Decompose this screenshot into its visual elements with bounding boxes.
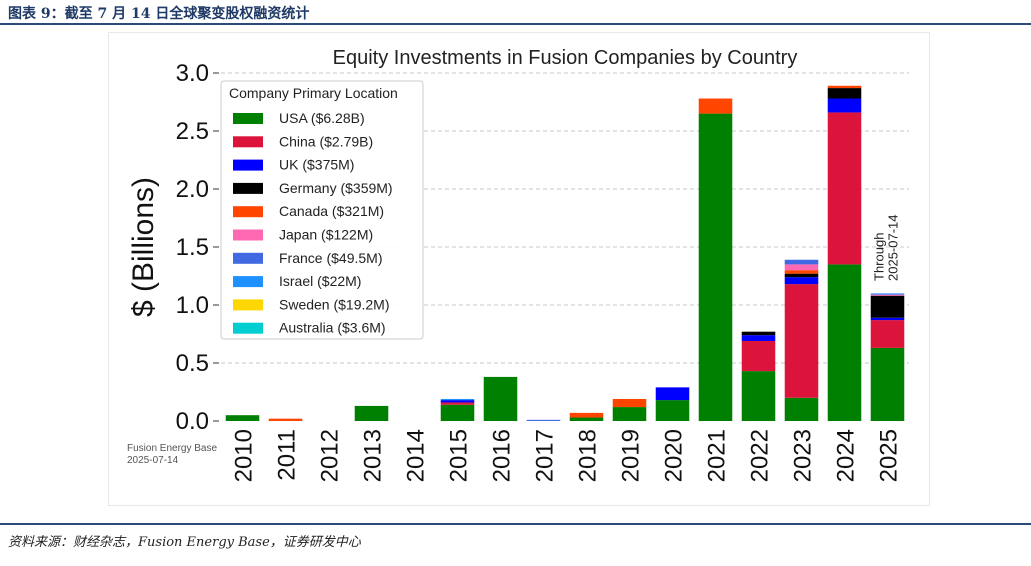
y-tick-label: 0.0: [176, 408, 209, 435]
legend-swatch: [233, 276, 263, 288]
x-tick-label: 2015: [446, 429, 473, 482]
legend-label: China ($2.79B): [279, 133, 373, 149]
figure-caption: 图表 9：截至 7 月 14 日全球聚变股权融资统计: [8, 6, 310, 22]
x-tick-label: 2020: [661, 429, 688, 482]
legend-swatch: [233, 182, 263, 194]
x-tick-label: 2024: [833, 429, 860, 482]
y-tick-label: 1.0: [176, 292, 209, 319]
bar-segment: [698, 113, 733, 421]
bar-segment: [225, 415, 260, 421]
legend-title: Company Primary Location: [229, 85, 398, 101]
legend-label: Germany ($359M): [279, 180, 393, 196]
legend-box: [220, 80, 424, 340]
bar-segment: [870, 294, 905, 296]
bar-segment: [870, 295, 905, 318]
bar-segment: [784, 277, 819, 285]
bar-segment: [741, 371, 776, 421]
x-tick-label: 2017: [532, 429, 559, 482]
bar-segment: [698, 98, 733, 114]
bar-segment: [784, 397, 819, 421]
x-tick-label: 2016: [489, 429, 516, 482]
fusion-energy-base-credit: Fusion Energy Base: [127, 443, 217, 454]
x-tick-label: 2025: [876, 429, 903, 482]
bar-segment: [784, 264, 819, 271]
x-tick-label: 2014: [403, 429, 430, 482]
bar-segment: [569, 412, 604, 418]
bar-segment: [784, 259, 819, 265]
legend-label: Canada ($321M): [279, 203, 384, 219]
bar-segment: [440, 402, 475, 405]
bar-segment: [784, 284, 819, 398]
through-date-annotation: 2025-07-14: [886, 215, 901, 282]
bar-segment: [268, 418, 303, 421]
bar-segment: [827, 85, 862, 89]
legend-swatch: [233, 299, 263, 311]
bar-segment: [354, 405, 389, 421]
legend-swatch: [233, 252, 263, 264]
legend-swatch: [233, 159, 263, 171]
y-axis-label: $ (Billions): [127, 177, 160, 317]
bar-segment: [440, 400, 475, 403]
chart-title: Equity Investments in Fusion Companies b…: [333, 47, 798, 69]
bar-segment: [741, 331, 776, 336]
y-tick-label: 0.5: [176, 350, 209, 377]
legend-swatch: [233, 136, 263, 148]
y-tick-label: 1.5: [176, 234, 209, 261]
legend-label: Israel ($22M): [279, 273, 361, 289]
x-tick-label: 2012: [317, 429, 344, 482]
chart-svg: Equity Investments in Fusion Companies b…: [127, 47, 909, 482]
x-tick-label: 2018: [575, 429, 602, 482]
y-tick-label: 2.5: [176, 118, 209, 145]
legend-label: Japan ($122M): [279, 227, 373, 243]
legend-swatch: [233, 113, 263, 124]
bar-segment: [440, 404, 475, 421]
bar-segment: [655, 387, 690, 401]
bar-segment: [612, 398, 647, 408]
bar-segment: [612, 407, 647, 421]
bar-segment: [870, 347, 905, 421]
bar-segment: [827, 112, 862, 265]
bar-segment: [827, 264, 862, 421]
chart-panel: Equity Investments in Fusion Companies b…: [108, 32, 930, 506]
x-tick-label: 2011: [274, 429, 301, 481]
bar-segment: [741, 340, 776, 372]
x-tick-label: 2019: [618, 429, 645, 482]
bar-segment: [870, 320, 905, 348]
bar-segment: [827, 98, 862, 113]
bar-segment: [440, 398, 475, 401]
x-tick-label: 2010: [231, 429, 258, 482]
legend-label: France ($49.5M): [279, 250, 382, 266]
legend-label: Sweden ($19.2M): [279, 296, 390, 312]
bar-segment: [741, 335, 776, 341]
x-tick-label: 2022: [747, 429, 774, 482]
bar-segment: [784, 270, 819, 274]
bar-segment: [827, 88, 862, 99]
through-date-annotation: Through: [872, 233, 887, 281]
bar-segment: [526, 419, 561, 421]
legend-swatch: [233, 322, 263, 334]
bottom-rule: [0, 523, 1031, 525]
legend-label: UK ($375M): [279, 157, 354, 173]
x-tick-label: 2023: [790, 429, 817, 482]
legend-swatch: [233, 206, 263, 218]
fusion-energy-base-credit: 2025-07-14: [127, 455, 179, 466]
x-tick-label: 2013: [360, 429, 387, 482]
y-tick-label: 3.0: [176, 60, 209, 87]
legend-label: Australia ($3.6M): [279, 320, 386, 336]
legend-label: USA ($6.28B): [279, 110, 365, 126]
bar-segment: [784, 273, 819, 278]
source-note: 资料来源：财经杂志，Fusion Energy Base，证券研发中心: [8, 535, 361, 550]
bar-segment: [483, 376, 518, 421]
bar-segment: [569, 417, 604, 421]
bar-segment: [655, 400, 690, 421]
y-tick-label: 2.0: [176, 176, 209, 203]
top-rule: [0, 23, 1031, 25]
x-tick-label: 2021: [704, 429, 731, 482]
bar-segment: [870, 317, 905, 321]
legend-swatch: [233, 229, 263, 241]
bar-segment: [870, 293, 905, 295]
